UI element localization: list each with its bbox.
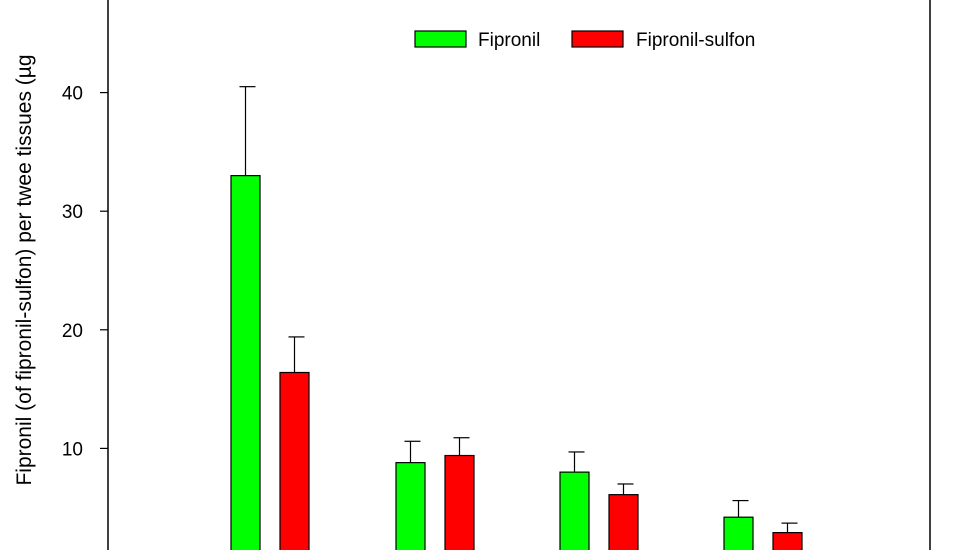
bar (444, 454, 475, 555)
y-tick-label: 40 (62, 84, 83, 105)
legend-swatch (414, 30, 467, 48)
legend-label: Fipronil-sulfon (636, 30, 755, 51)
legend-swatch (571, 30, 624, 48)
y-axis-title: Fipronil (of fipronil-sulfon) per twee t… (13, 54, 36, 485)
bar (723, 516, 754, 555)
bar (559, 471, 590, 555)
legend: Fipronil Fipronil-sulfon (414, 30, 755, 51)
plot-frame (107, 0, 931, 555)
bars (230, 86, 803, 555)
bar (279, 371, 310, 555)
bar (395, 462, 426, 555)
y-tick-label: 10 (62, 439, 83, 460)
y-tick-label: 30 (62, 202, 83, 223)
legend-label: Fipronil (478, 30, 540, 51)
y-tick-label: 20 (62, 321, 83, 342)
bar (772, 532, 803, 555)
bar (608, 494, 639, 555)
bar (230, 175, 261, 555)
y-axis-ticks: 10 20 30 40 (62, 84, 108, 460)
